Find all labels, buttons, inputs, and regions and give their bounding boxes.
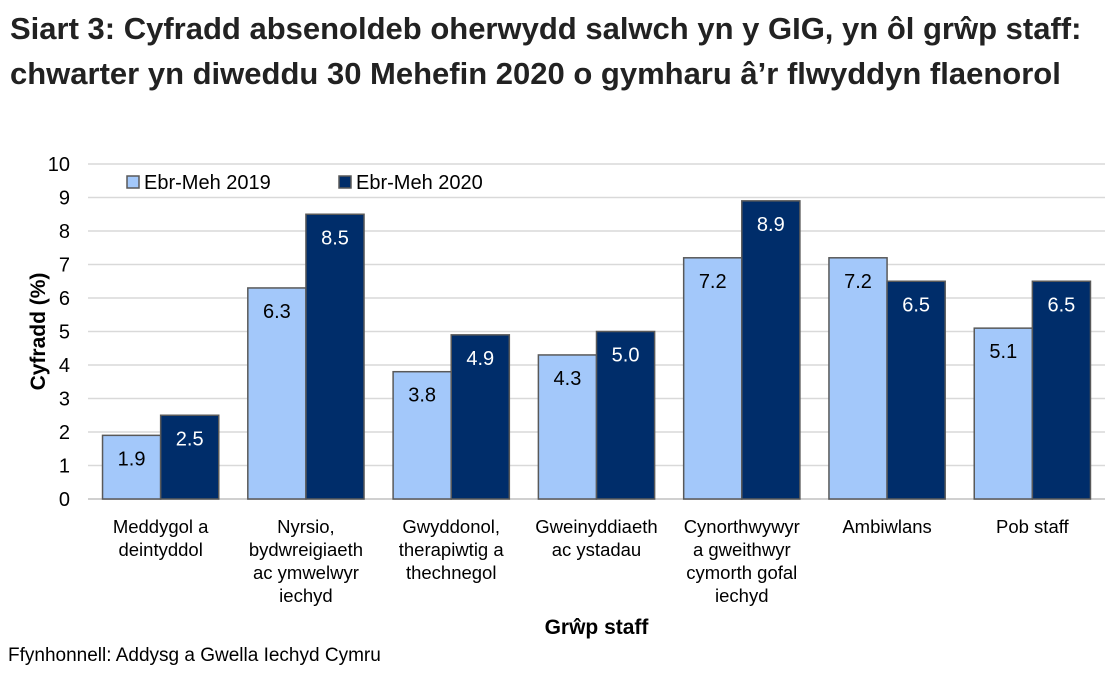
x-tick-label: Ambiwlans [842,516,931,537]
data-label: 1.9 [118,448,146,470]
chart-title: Siart 3: Cyfradd absenoldeb oherwydd sal… [10,11,1082,91]
y-tick-label: 6 [59,288,70,310]
x-tick-label-line: therapiwtig a [399,539,505,560]
data-label: 4.3 [554,368,582,390]
data-label: 8.9 [757,214,785,236]
x-tick-label: Cynorthwywyr a gweithwyr cymorth gofal iech… [684,516,800,606]
y-tick-label: 9 [59,188,70,210]
data-label: 6.3 [263,301,291,323]
data-label: 5.0 [612,345,640,367]
bar-2019 [247,287,307,500]
y-tick-label: 7 [59,255,70,277]
y-tick-label: 8 [59,221,70,243]
x-tick-label: Meddygol a deintyddol [113,516,209,560]
bar-2020 [305,213,365,500]
legend-label: Ebr-Meh 2020 [356,172,483,194]
data-label: 5.1 [989,341,1017,363]
data-label: 8.5 [321,227,349,249]
bar-2020 [741,200,801,500]
source-note: Ffynhonnell: Addysg a Gwella Iechyd Cymr… [8,645,381,666]
bar-2020 [886,280,946,500]
y-tick-label: 0 [59,489,70,511]
bar-2019 [682,257,743,500]
data-label: 7.2 [699,271,727,293]
x-tick-label-line: Pob staff [996,516,1070,537]
data-label: 4.9 [466,348,494,370]
x-tick-label: Gweinyddiaeth ac ystadau [535,516,657,560]
x-tick-label: Pob staff [996,516,1070,537]
bar-2020 [595,330,656,500]
y-tick-label: 5 [59,322,70,344]
legend-swatch-2020 [338,175,352,189]
y-tick-label: 2 [59,422,70,444]
y-axis-title: Cyfradd (%) [27,273,50,391]
y-tick-label: 1 [59,456,70,478]
bar-2020 [450,334,511,500]
bar-2020 [1031,280,1092,500]
x-tick-label-line: ac ystadau [552,539,641,560]
x-tick-label: Nyrsio, bydwreigiaeth ac ymwelwyr iechyd [249,516,363,606]
bar-2020 [159,414,220,500]
x-tick-label-line: iechyd [715,585,768,606]
y-tick-label: 4 [59,355,70,377]
x-tick-label-line: Meddygol a [113,516,209,537]
legend-swatch-2019 [126,175,140,189]
x-tick-label-line: Gwyddonol, [402,516,500,537]
data-label: 3.8 [408,385,436,407]
x-tick-label-line: Cynorthwywyr [684,516,800,537]
y-tick-label: 3 [59,389,70,411]
x-tick-label-line: deintyddol [118,539,202,560]
x-tick-label-line: a gweithwyr [693,539,791,560]
data-label: 2.5 [176,428,204,450]
bar-2019 [973,327,1034,500]
data-label: 6.5 [902,294,930,316]
x-tick-label-line: Nyrsio, [277,516,335,537]
x-axis-title: Grŵp staff [545,616,650,639]
x-tick-label-line: bydwreigiaeth [249,539,363,560]
x-tick-label-line: Gweinyddiaeth [535,516,657,537]
y-tick-label: 10 [48,154,70,176]
bar-2019 [101,434,162,500]
x-tick-label-line: thechnegol [406,562,497,583]
x-tick-label-line: iechyd [279,585,332,606]
x-tick-label-line: ac ymwelwyr [253,562,359,583]
legend-label: Ebr-Meh 2019 [144,172,271,194]
x-tick-label: Gwyddonol, therapiwtig a thechnegol [399,516,505,583]
x-tick-label-line: cymorth gofal [686,562,797,583]
data-label: 6.5 [1048,294,1076,316]
x-tick-label-line: Ambiwlans [842,516,931,537]
bar-2019 [828,257,888,500]
bar-2019 [537,354,598,500]
data-label: 7.2 [844,271,872,293]
